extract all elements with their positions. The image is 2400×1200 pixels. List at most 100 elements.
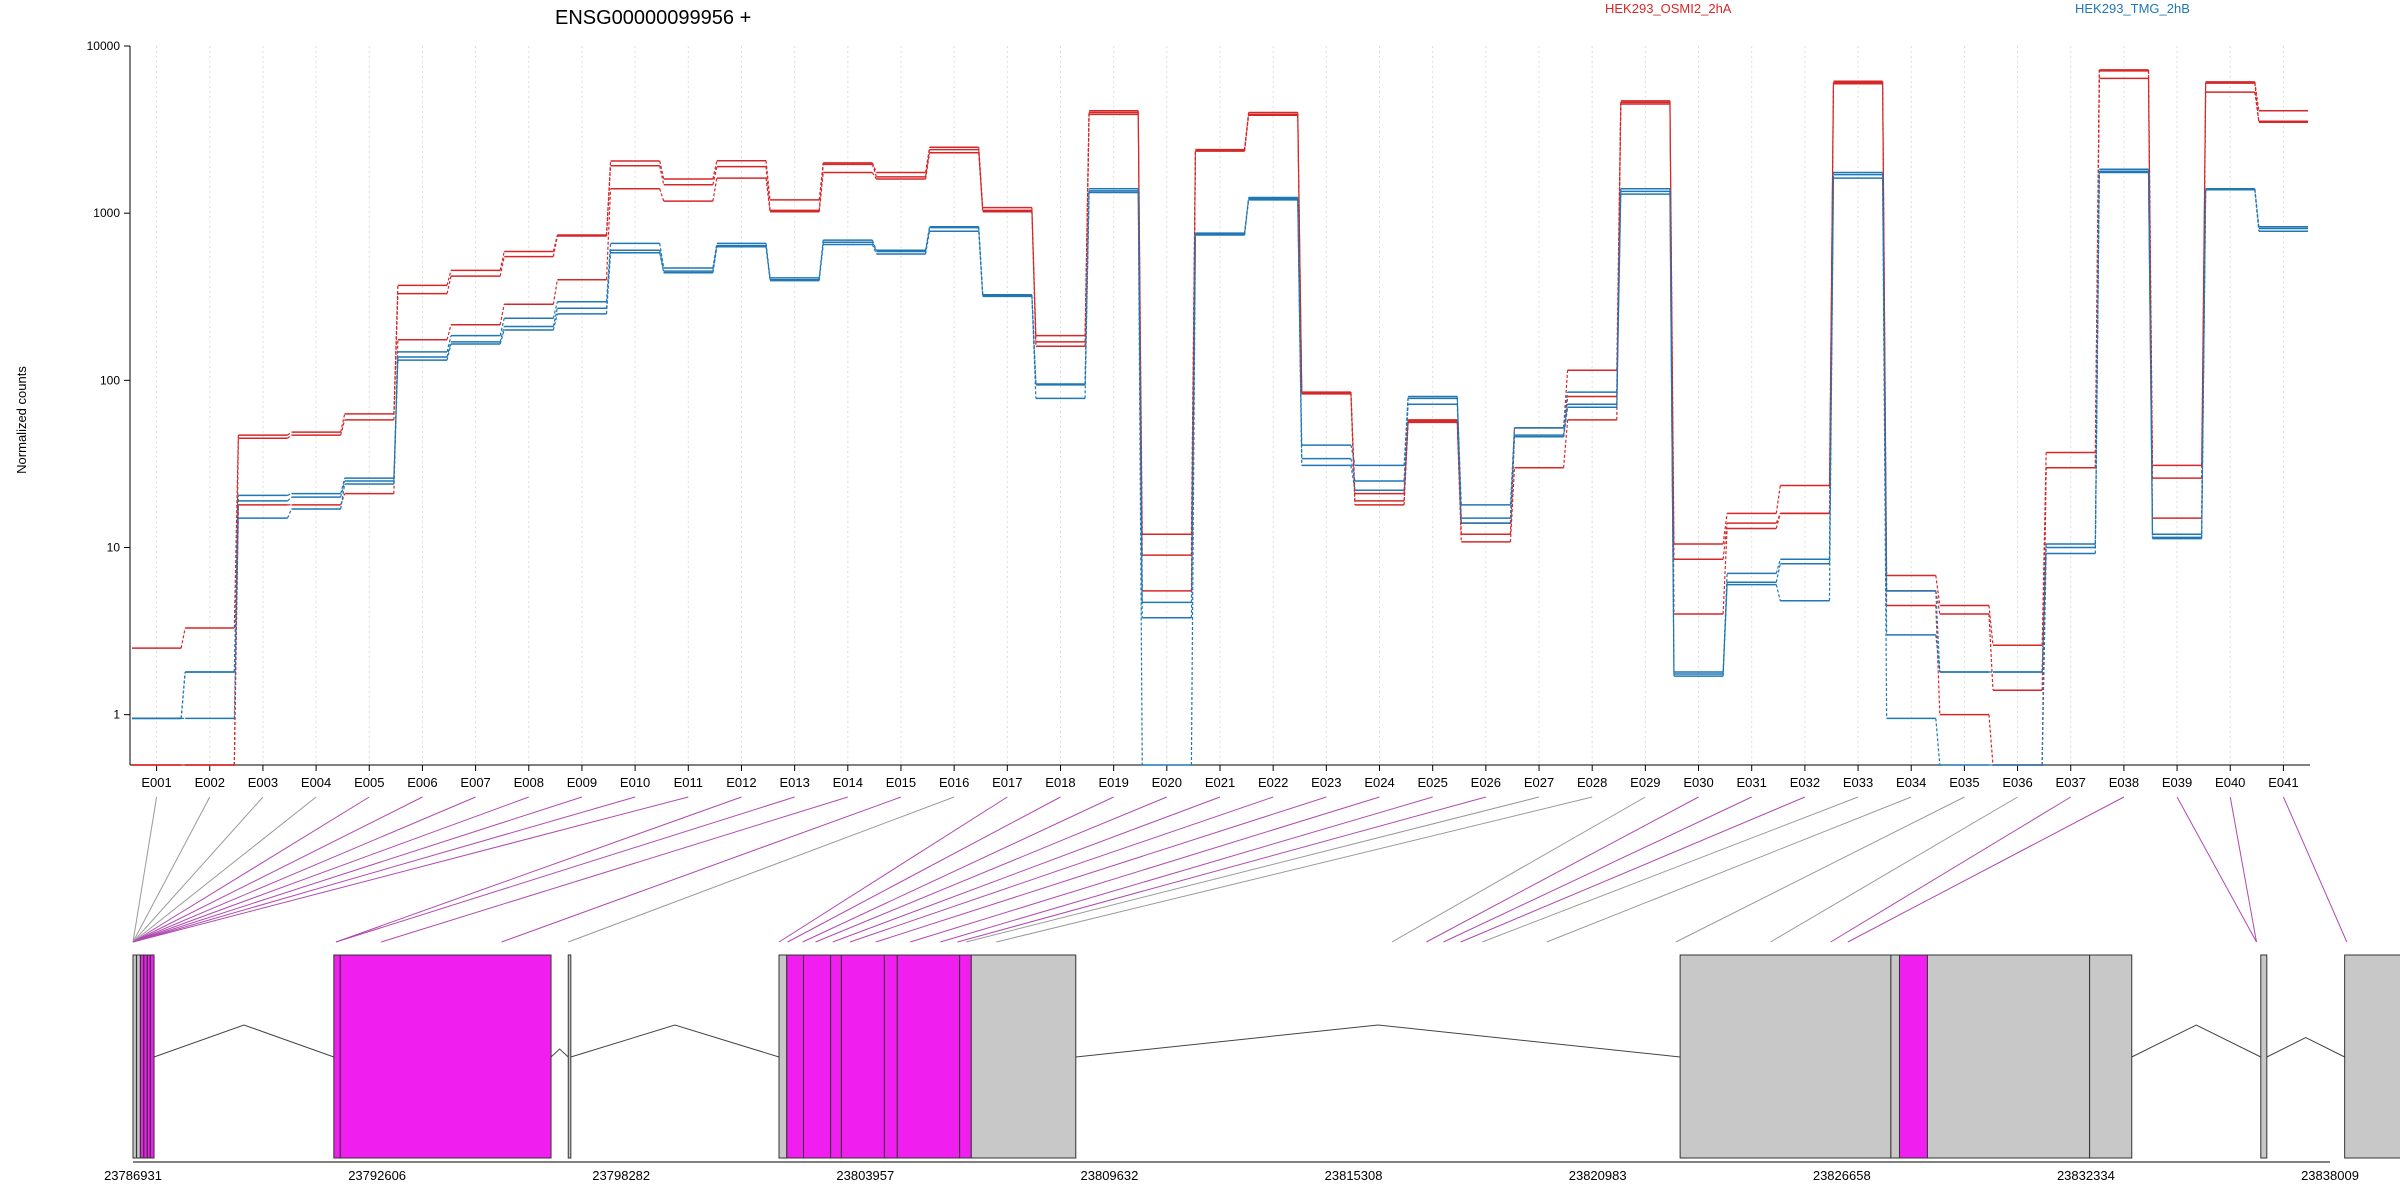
- exon-connector: [132, 796, 158, 943]
- series-connector: [180, 671, 186, 719]
- exon-connector: [132, 796, 636, 943]
- series-connector: [1403, 422, 1409, 505]
- intron-line: [2131, 1024, 2262, 1058]
- series-connector: [1031, 296, 1037, 399]
- exon-connector: [1770, 796, 2018, 943]
- exon-box: [1926, 954, 2091, 1159]
- series-connector: [1775, 485, 1781, 514]
- exon-connector: [380, 796, 848, 943]
- x-tick-label: E033: [1843, 775, 1873, 790]
- series-connector: [871, 172, 877, 180]
- exon-connector: [501, 796, 902, 943]
- x-tick-label: E028: [1577, 775, 1607, 790]
- series-connector: [1084, 192, 1090, 399]
- series-connector: [1935, 590, 1941, 615]
- series-connector: [2094, 171, 2100, 548]
- exon-box: [149, 954, 155, 1159]
- x-tick-label: E035: [1949, 775, 1979, 790]
- series-connector: [233, 500, 239, 673]
- exon-box: [778, 954, 788, 1159]
- series-connector: [765, 178, 771, 212]
- intron-line: [2266, 1036, 2345, 1058]
- series-connector: [340, 413, 346, 433]
- x-tick-label: E001: [141, 775, 171, 790]
- series-connector: [1243, 199, 1250, 236]
- series-connector: [1297, 115, 1303, 394]
- series-connector: [871, 164, 877, 177]
- series-connector: [1775, 559, 1781, 574]
- x-tick-label: E015: [886, 775, 916, 790]
- x-tick-label: E025: [1417, 775, 1447, 790]
- series-connector: [1775, 513, 1781, 529]
- exon-connector: [132, 796, 423, 943]
- x-tick-label: E016: [939, 775, 969, 790]
- series-connector: [2147, 172, 2154, 539]
- y-tick-label: 10000: [87, 39, 121, 53]
- exon-connector: [132, 796, 211, 943]
- x-tick-label: E037: [2056, 775, 2086, 790]
- x-tick-label: E017: [992, 775, 1022, 790]
- x-tick-label: E014: [833, 775, 863, 790]
- series-connector: [1669, 102, 1675, 560]
- exon-box: [1890, 954, 1900, 1159]
- y-tick-label: 100: [100, 373, 120, 387]
- x-tick-label: E002: [195, 775, 225, 790]
- genomic-tick-label: 23838009: [2301, 1168, 2359, 1183]
- exon-connector: [910, 796, 1380, 943]
- series-connector: [659, 243, 665, 269]
- exon-connector: [1426, 796, 1699, 943]
- x-tick-label: E006: [407, 775, 437, 790]
- legend-series-tmg: HEK293_TMG_2hB: [2075, 1, 2190, 16]
- series-connector: [1935, 605, 1941, 715]
- series-connector: [340, 480, 346, 498]
- x-tick-label: E011: [674, 775, 703, 790]
- series-connector: [340, 483, 346, 510]
- exon-connector: [2176, 796, 2257, 943]
- chart-title: ENSG00000099956 +: [555, 7, 751, 29]
- genomic-tick-label: 23798282: [592, 1168, 650, 1183]
- series-connector: [1031, 211, 1037, 347]
- genomic-axis: 23786931 23792606 23798282 23803957 23809632…: [104, 1161, 2359, 1183]
- exon-connector: [132, 796, 317, 943]
- exon-connector: [335, 796, 795, 943]
- x-tick-label: E026: [1471, 775, 1501, 790]
- x-axis: E001 E002 E003 E004 E005 E006 E007 E008 E009 E010…: [130, 764, 2310, 790]
- series-connector: [1775, 584, 1781, 601]
- series-connector: [1722, 523, 1728, 560]
- series-connector: [1137, 188, 1143, 603]
- legend-series-osmi2: HEK293_OSMI2_2hA: [1605, 1, 1732, 16]
- exon-box: [136, 954, 141, 1159]
- x-tick-label: E010: [620, 775, 650, 790]
- series-connector: [818, 240, 824, 278]
- series-connector: [2041, 467, 2047, 766]
- exon-box: [896, 954, 961, 1159]
- series-connector: [871, 239, 877, 251]
- exon-box: [1898, 954, 1928, 1159]
- exon-box: [2260, 954, 2268, 1159]
- series-connector: [552, 313, 558, 331]
- series-connector: [818, 244, 824, 281]
- series-connector: [1084, 110, 1090, 336]
- series-connector: [552, 234, 558, 252]
- series-connector: [712, 246, 718, 273]
- series-connector: [499, 318, 505, 336]
- series-connector: [712, 160, 718, 180]
- exon-connector: [1460, 796, 1806, 943]
- series-connector: [1563, 419, 1569, 468]
- series-connector: [1775, 513, 1781, 524]
- series-connector: [1350, 465, 1356, 491]
- series-connector: [924, 152, 931, 180]
- series-connector: [446, 335, 452, 353]
- series-connector: [1297, 112, 1303, 393]
- y-tick-label: 1000: [93, 206, 120, 220]
- exon-box: [883, 954, 898, 1159]
- series-connector: [340, 419, 346, 436]
- series-connector: [499, 304, 505, 325]
- x-tick-label: E030: [1683, 775, 1713, 790]
- exon-connector: [132, 796, 689, 943]
- series-connector: [712, 178, 718, 202]
- genomic-tick-label: 23820983: [1569, 1168, 1627, 1183]
- x-tick-label: E027: [1524, 775, 1554, 790]
- genomic-tick-label: 23792606: [348, 1168, 406, 1183]
